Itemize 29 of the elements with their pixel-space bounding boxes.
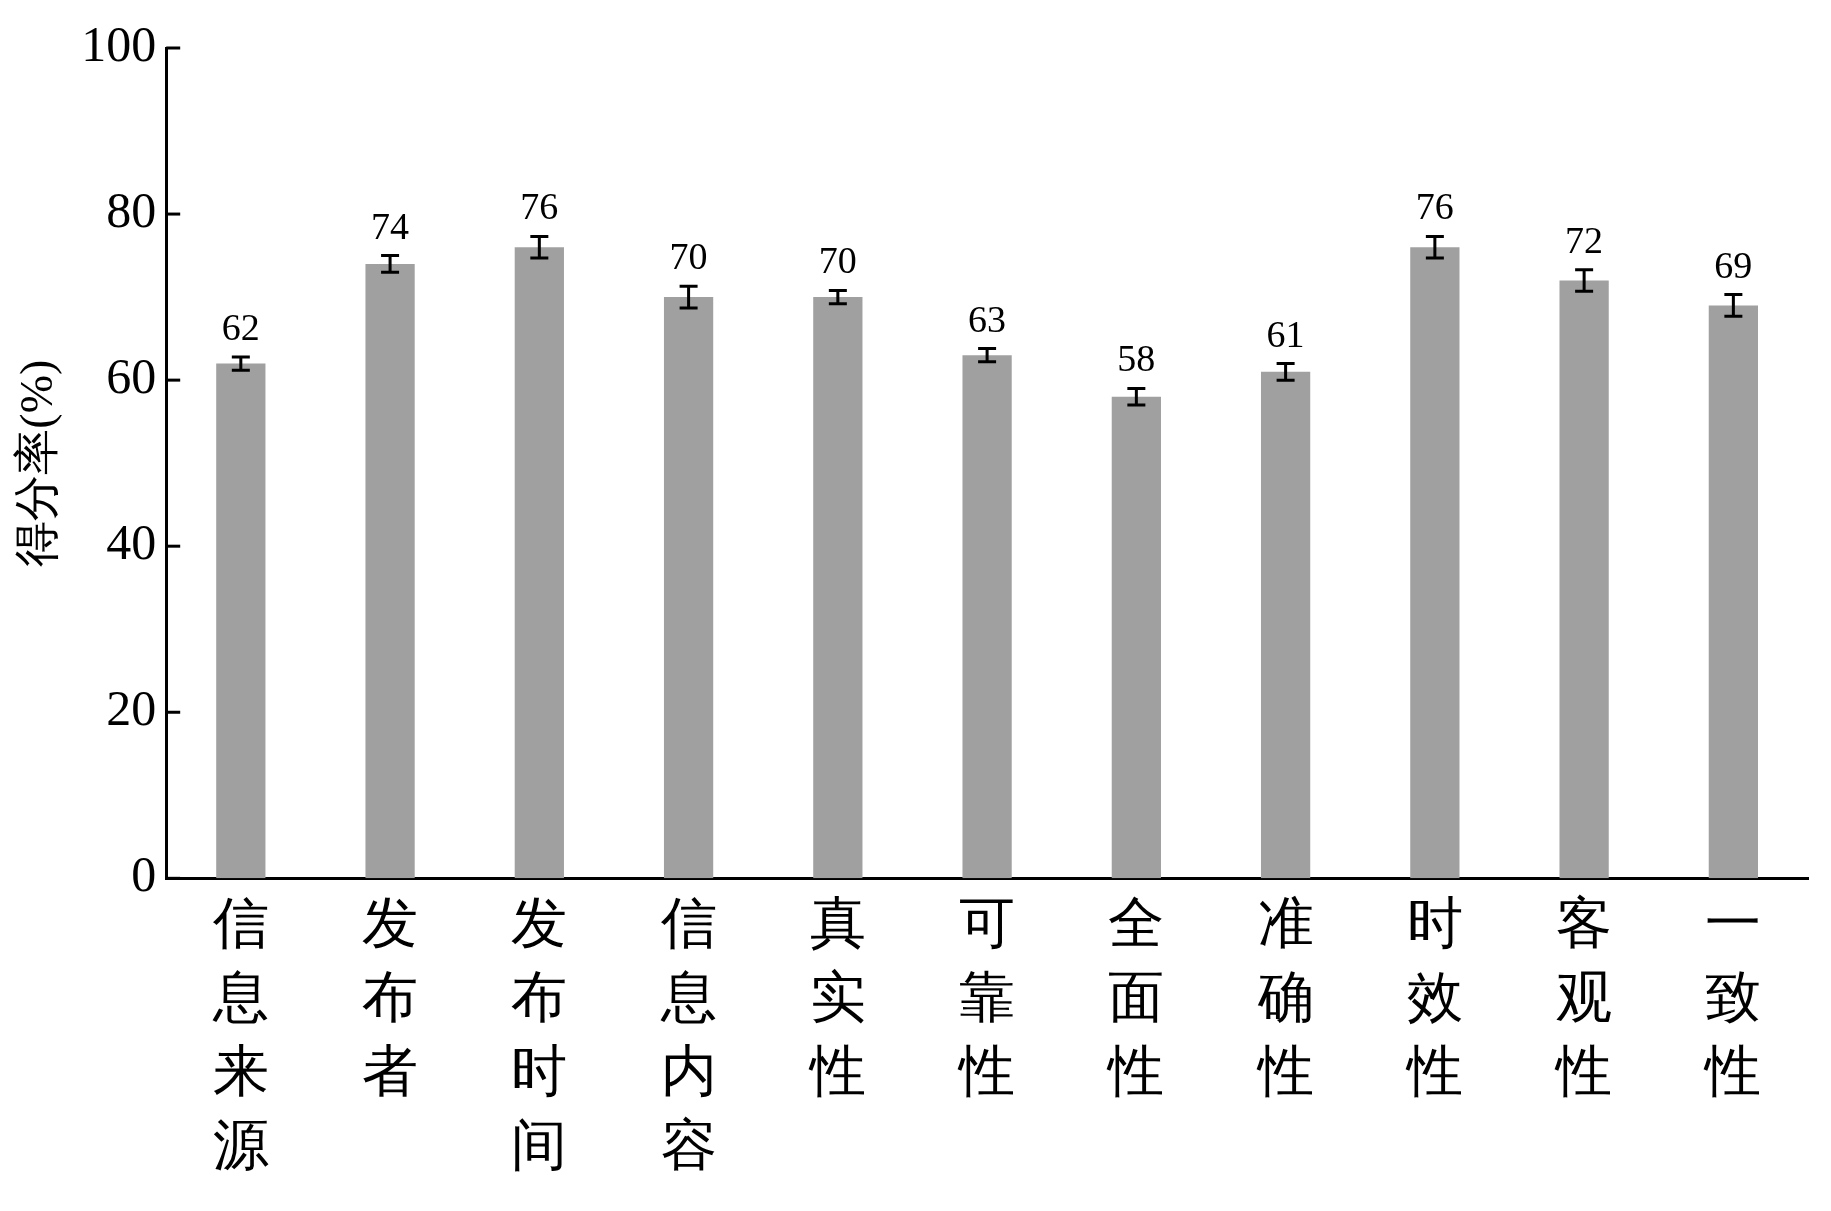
x-tick-label: 一致性: [1703, 891, 1762, 1102]
x-tick-label: 可靠性: [957, 891, 1016, 1102]
y-tick-label: 0: [131, 846, 157, 903]
data-label: 76: [520, 185, 559, 228]
data-label: 70: [818, 239, 857, 282]
x-tick-label: 真实性: [807, 891, 866, 1102]
data-label: 63: [968, 297, 1007, 340]
data-label: 74: [371, 204, 410, 247]
data-label: 58: [1117, 337, 1156, 380]
y-tick-label: 20: [106, 680, 157, 737]
x-tick-label: 全面性: [1106, 891, 1165, 1102]
y-tick-label: 60: [106, 348, 157, 405]
data-label: 69: [1714, 243, 1753, 286]
x-tick-label: 时效性: [1404, 891, 1463, 1102]
y-tick-label: 80: [106, 182, 157, 239]
x-tick-label: 客观性: [1554, 891, 1613, 1102]
y-axis-title: 得分率(%): [10, 359, 62, 567]
data-label: 61: [1266, 312, 1305, 355]
data-label: 70: [669, 235, 708, 278]
y-tick-label: 100: [81, 16, 157, 73]
y-tick-label: 40: [106, 514, 157, 571]
x-tick-label: 信息来源: [211, 891, 269, 1176]
data-label: 76: [1415, 185, 1454, 228]
x-tick-label: 准确性: [1255, 891, 1314, 1102]
x-tick-label: 发布时间: [511, 891, 568, 1176]
x-tick-label: 发布者: [362, 891, 419, 1102]
x-tick-label: 信息内容: [659, 891, 717, 1176]
data-label: 62: [221, 305, 260, 348]
data-label: 72: [1565, 218, 1604, 261]
